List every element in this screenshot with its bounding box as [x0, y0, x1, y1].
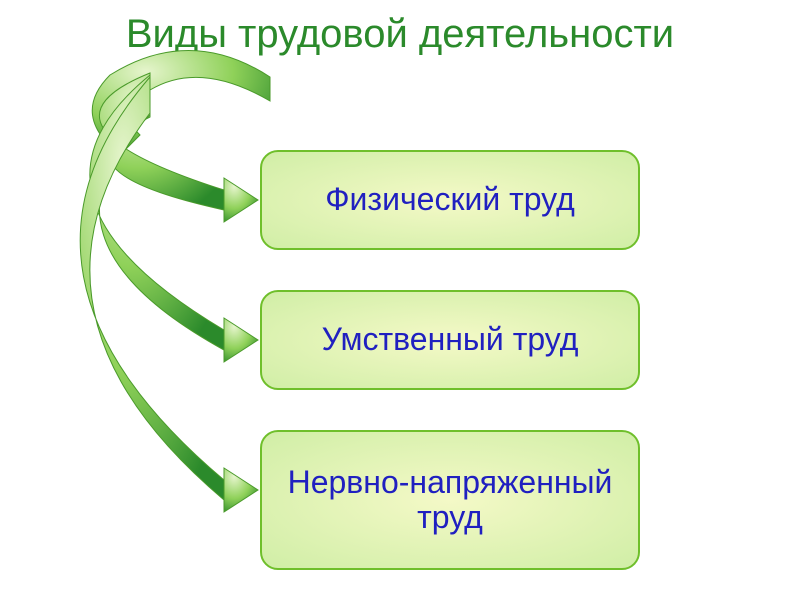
category-box-label: Физический труд [325, 182, 575, 217]
curved-arrow-1 [90, 75, 224, 350]
category-box-label: Умственный труд [322, 322, 579, 357]
arrowhead-icon [224, 318, 258, 362]
arrowhead-icon [224, 178, 258, 222]
category-box-0: Физический труд [260, 150, 640, 250]
category-box-1: Умственный труд [260, 290, 640, 390]
arrowhead-icon [224, 468, 258, 512]
category-box-2: Нервно-напряженный труд [260, 430, 640, 570]
category-box-label: Нервно-напряженный труд [262, 465, 638, 535]
